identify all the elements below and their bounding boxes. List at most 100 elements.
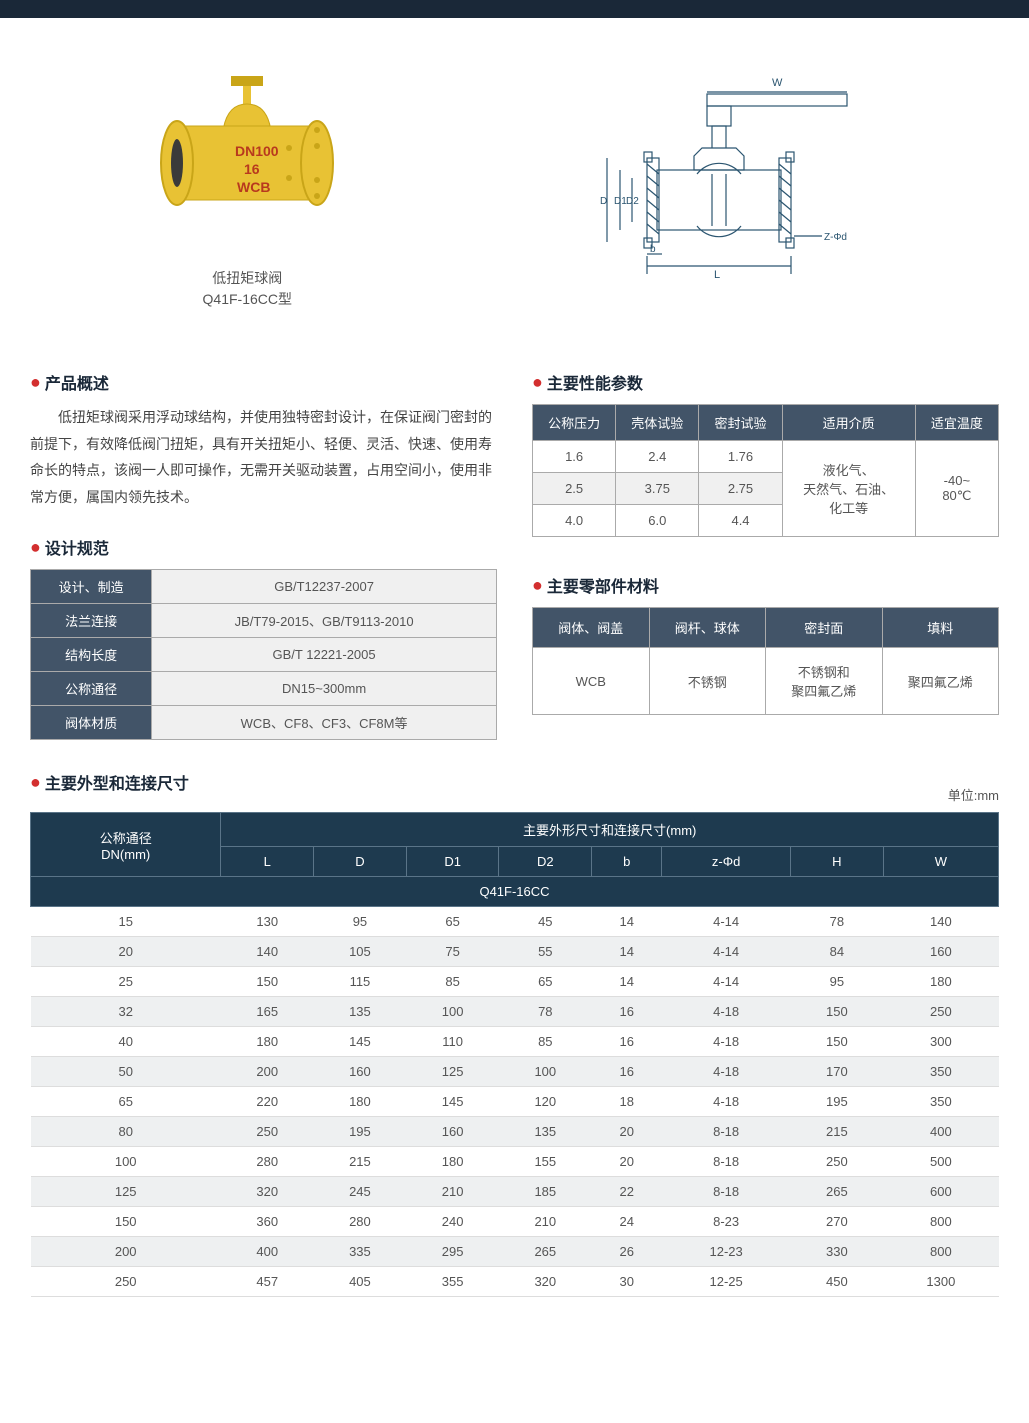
dim-cell: 85: [499, 1027, 592, 1057]
svg-text:16: 16: [244, 161, 260, 177]
dim-cell: 250: [31, 1267, 221, 1297]
design-row-label: 阀体材质: [31, 706, 152, 740]
two-column-row1: ●产品概述 低扭矩球阀采用浮动球结构，并使用独特密封设计，在保证阀门密封的前提下…: [30, 370, 999, 740]
dim-cell: 150: [791, 1027, 884, 1057]
dim-col-header: D: [314, 847, 407, 877]
dim-cell: 215: [791, 1117, 884, 1147]
svg-text:WCB: WCB: [237, 179, 270, 195]
dim-cell: 4-14: [662, 937, 791, 967]
dim-cell: 130: [221, 907, 314, 937]
design-title-text: 设计规范: [45, 535, 109, 559]
dim-cell: 270: [791, 1207, 884, 1237]
dim-cell: 100: [406, 997, 499, 1027]
mat-header: 阀体、阀盖: [533, 608, 650, 648]
dim-cell: 15: [31, 907, 221, 937]
dim-cell: 265: [791, 1177, 884, 1207]
materials-table: 阀体、阀盖阀杆、球体密封面填料 WCB不锈钢不锈钢和 聚四氟乙烯聚四氟乙烯: [532, 607, 999, 715]
dim-cell: 145: [406, 1087, 499, 1117]
dim-cell: 405: [314, 1267, 407, 1297]
dim-cell: 180: [314, 1087, 407, 1117]
design-title: ●设计规范: [30, 535, 497, 559]
dim-cell: 78: [499, 997, 592, 1027]
performance-table: 公称压力壳体试验密封试验适用介质适宜温度 1.62.41.76液化气、 天然气、…: [532, 404, 999, 537]
mat-header: 阀杆、球体: [649, 608, 766, 648]
unit-label: 单位:mm: [948, 785, 999, 804]
perf-cell: 4.4: [699, 505, 782, 537]
dim-cell: 150: [31, 1207, 221, 1237]
dim-cell: 26: [592, 1237, 662, 1267]
design-row-value: DN15~300mm: [152, 672, 497, 706]
dim-cell: 160: [406, 1117, 499, 1147]
perf-header: 壳体试验: [616, 405, 699, 441]
dim-cell: 100: [31, 1147, 221, 1177]
dim-cell: 330: [791, 1237, 884, 1267]
dim-cell: 400: [221, 1237, 314, 1267]
dim-cell: 22: [592, 1177, 662, 1207]
dim-col-header: b: [592, 847, 662, 877]
perf-cell: 4.0: [533, 505, 616, 537]
dim-cell: 14: [592, 937, 662, 967]
dim-cell: 8-18: [662, 1117, 791, 1147]
dim-cell: 84: [791, 937, 884, 967]
dim-cell: 135: [499, 1117, 592, 1147]
dim-cell: 140: [221, 937, 314, 967]
dim-cell: 30: [592, 1267, 662, 1297]
design-row-label: 法兰连接: [31, 604, 152, 638]
perf-cell: 2.75: [699, 473, 782, 505]
left-column: ●产品概述 低扭矩球阀采用浮动球结构，并使用独特密封设计，在保证阀门密封的前提下…: [30, 370, 497, 740]
mat-cell: 聚四氟乙烯: [882, 648, 999, 715]
overview-title: ●产品概述: [30, 370, 497, 394]
dim-cell: 125: [406, 1057, 499, 1087]
dim-col-header: L: [221, 847, 314, 877]
mat-header: 填料: [882, 608, 999, 648]
perf-header: 适用介质: [782, 405, 915, 441]
dim-cell: 360: [221, 1207, 314, 1237]
perf-cell: 2.5: [533, 473, 616, 505]
design-row-value: GB/T12237-2007: [152, 570, 497, 604]
dim-D: D: [600, 196, 607, 207]
dim-cell: 14: [592, 907, 662, 937]
dim-cell: 180: [221, 1027, 314, 1057]
topbar: [0, 0, 1029, 18]
dimensions-section: ●主要外型和连接尺寸 单位:mm 公称通径 DN(mm) 主要外形尺寸和连接尺寸…: [30, 770, 999, 1297]
dim-cell: 20: [592, 1147, 662, 1177]
dim-cell: 180: [406, 1147, 499, 1177]
dim-cell: 16: [592, 997, 662, 1027]
dimensions-table: 公称通径 DN(mm) 主要外形尺寸和连接尺寸(mm) LDD1D2bz-ΦdH…: [30, 812, 999, 1297]
dim-cell: 250: [791, 1147, 884, 1177]
dim-col-header: D1: [406, 847, 499, 877]
dim-cell: 8-18: [662, 1177, 791, 1207]
dim-cell: 4-18: [662, 1027, 791, 1057]
dim-cell: 195: [314, 1117, 407, 1147]
corner-header: 公称通径 DN(mm): [31, 813, 221, 877]
perf-temp: -40~ 80℃: [915, 441, 998, 537]
dim-col-header: W: [883, 847, 998, 877]
dim-L: L: [714, 269, 720, 281]
dim-cell: 400: [883, 1117, 998, 1147]
dim-cell: 195: [791, 1087, 884, 1117]
dim-cell: 4-18: [662, 1087, 791, 1117]
bullet-icon: ●: [30, 772, 41, 793]
dim-cell: 14: [592, 967, 662, 997]
dim-cell: 85: [406, 967, 499, 997]
dim-cell: 65: [499, 967, 592, 997]
model-row: Q41F-16CC: [31, 877, 999, 907]
perf-cell: 6.0: [616, 505, 699, 537]
right-column: ●主要性能参数 公称压力壳体试验密封试验适用介质适宜温度 1.62.41.76液…: [532, 370, 999, 740]
dim-col-header: D2: [499, 847, 592, 877]
dim-cell: 215: [314, 1147, 407, 1177]
dim-cell: 95: [791, 967, 884, 997]
dim-cell: 200: [221, 1057, 314, 1087]
dim-cell: 355: [406, 1267, 499, 1297]
dim-cell: 12-25: [662, 1267, 791, 1297]
bullet-icon: ●: [532, 372, 543, 393]
dim-W: W: [772, 77, 783, 89]
caption-line1: 低扭矩球阀: [212, 270, 282, 286]
dim-cell: 250: [883, 997, 998, 1027]
overview-body: 低扭矩球阀采用浮动球结构，并使用独特密封设计，在保证阀门密封的前提下，有效降低阀…: [30, 404, 497, 510]
dim-cell: 40: [31, 1027, 221, 1057]
dim-cell: 140: [883, 907, 998, 937]
dim-col-header: H: [791, 847, 884, 877]
dim-cell: 800: [883, 1207, 998, 1237]
materials-title: ●主要零部件材料: [532, 573, 999, 597]
